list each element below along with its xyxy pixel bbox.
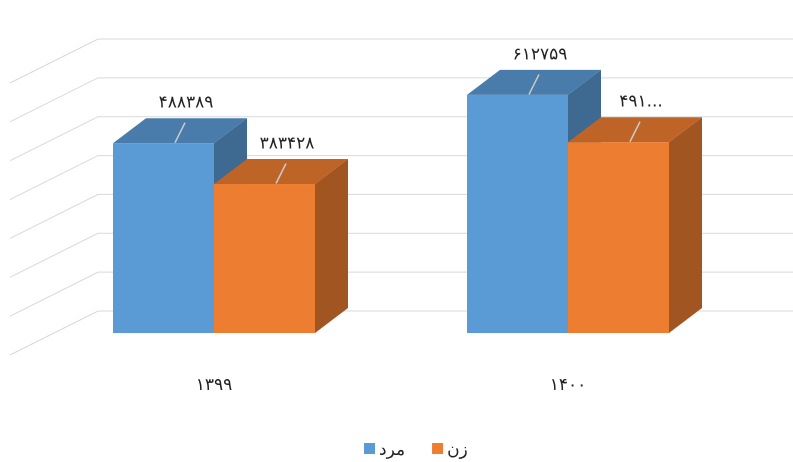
bar-top [467, 69, 601, 95]
x-tick-label: ۱۳۹۹ [196, 375, 233, 395]
legend-label: زن [447, 440, 468, 460]
bar [214, 159, 348, 333]
bar-top [113, 118, 247, 144]
bar-front [568, 142, 669, 333]
bar-front [467, 94, 568, 334]
data-label: ۴۹۱... [619, 92, 663, 112]
x-tick-label: ۱۴۰۰ [550, 375, 587, 395]
leader-line [528, 74, 540, 95]
data-label: ۶۱۲۷۵۹ [513, 44, 568, 64]
data-label: ۴۸۸۳۸۹ [159, 93, 214, 113]
grid-line [9, 38, 793, 84]
bar-front [113, 143, 214, 333]
bar-side [315, 159, 348, 333]
data-label: ۳۸۳۴۲۸ [260, 134, 315, 154]
leader-line [629, 121, 641, 143]
bar [568, 117, 702, 333]
grid-line [9, 77, 793, 123]
legend-swatch [364, 443, 375, 454]
bar-top [214, 159, 348, 185]
bar-front [214, 184, 315, 333]
legend-swatch [432, 443, 444, 454]
leader-line [275, 163, 287, 184]
bar-top [568, 117, 702, 143]
legend-label: مرد [379, 440, 405, 460]
leader-line [174, 122, 186, 144]
bar-side [669, 117, 702, 333]
